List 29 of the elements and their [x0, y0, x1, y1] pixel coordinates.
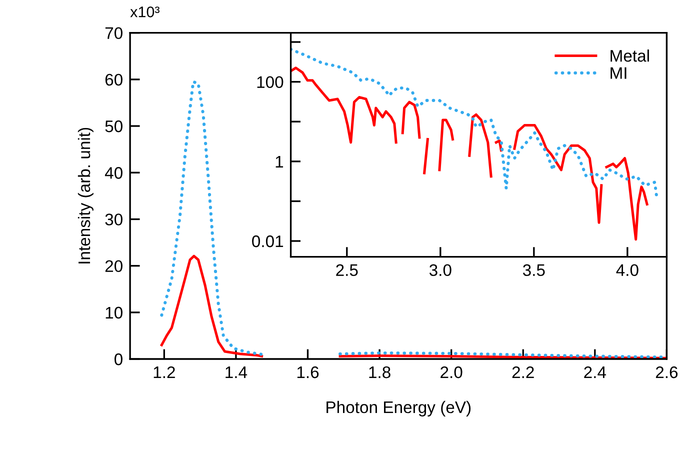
y-tick-label: 1	[276, 156, 284, 168]
x-tick-label: 2.6	[656, 366, 678, 378]
legend-label: Metal	[610, 50, 649, 62]
x-tick-label: 1.4	[226, 366, 248, 378]
y-tick-label: 100	[257, 76, 284, 88]
y-tick-label: 70	[105, 27, 122, 40]
x-tick-label: 1.2	[154, 366, 175, 378]
y-tick-label: 0.01	[252, 235, 284, 248]
x-tick-label: 1.8	[369, 366, 390, 378]
y-tick-label: 60	[105, 74, 122, 86]
x-tick-label: 2.0	[440, 366, 462, 378]
y-tick-label: 30	[105, 214, 122, 226]
x-tick-label: 2.5	[336, 264, 358, 276]
x-tick-label: 4.0	[616, 264, 638, 276]
text: x10³	[130, 6, 160, 18]
legend-label: MI	[610, 67, 626, 79]
x-tick-label: 3.0	[429, 264, 452, 276]
y-tick-label: 10	[106, 306, 122, 319]
line-series	[290, 48, 658, 196]
y-tick-label: 20	[105, 260, 122, 272]
y-axis-title: Intensity (arb. unit)	[78, 128, 94, 264]
x-tick-label: 3.5	[522, 264, 545, 276]
y-tick-label: 50	[105, 120, 122, 132]
x-tick-label: 1.6	[297, 366, 319, 378]
x-axis-title: Photon Energy (eV)	[326, 400, 471, 416]
y-tick-label: 40	[104, 167, 122, 179]
y-tick-label: 0	[114, 353, 122, 366]
x-tick-label: 2.4	[584, 366, 606, 378]
x-tick-label: 2.2	[512, 366, 534, 378]
